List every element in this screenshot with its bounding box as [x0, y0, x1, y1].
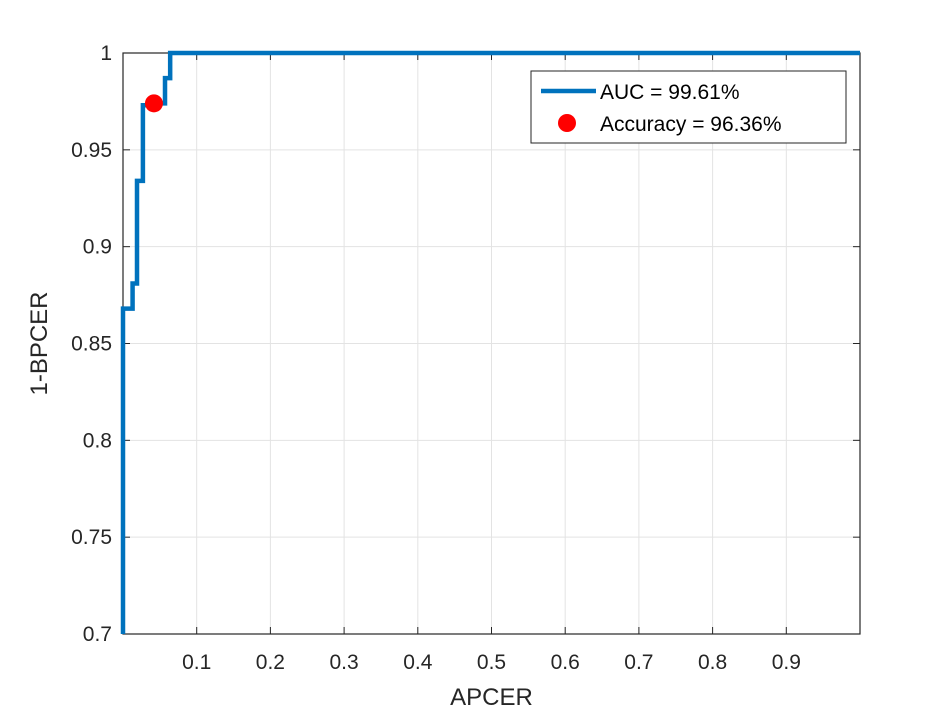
x-axis-title: APCER [450, 684, 533, 711]
x-tick-label: 0.8 [698, 651, 727, 674]
y-tick-label: 0.95 [71, 139, 112, 162]
y-tick-label: 1 [100, 42, 112, 65]
x-axis-ticks: 0.1 0.2 0.3 0.4 0.5 0.6 0.7 0.8 0.9 [182, 53, 801, 674]
legend: AUC = 99.61% Accuracy = 96.36% [530, 70, 847, 144]
accuracy-point [144, 94, 163, 113]
y-axis-title: 1-BPCER [26, 291, 53, 395]
x-tick-label: 0.9 [772, 651, 801, 674]
x-tick-label: 0.6 [551, 651, 580, 674]
x-tick-label: 0.1 [182, 651, 211, 674]
legend-label-auc: AUC = 99.61% [600, 81, 740, 104]
x-tick-label: 0.4 [403, 651, 433, 674]
grid-lines [123, 53, 860, 634]
roc-curve-line [120, 50, 860, 634]
x-tick-label: 0.7 [624, 651, 653, 674]
legend-box [530, 70, 847, 144]
legend-label-accuracy: Accuracy = 96.36% [600, 113, 782, 136]
y-axis-ticks: 0.7 0.75 0.8 0.85 0.9 0.95 1 [71, 42, 860, 646]
y-tick-label: 0.9 [83, 236, 112, 259]
y-tick-label: 0.75 [71, 526, 112, 549]
series-layer [120, 50, 860, 634]
y-tick-label: 0.8 [83, 429, 112, 452]
y-tick-label: 0.85 [71, 333, 112, 356]
x-tick-label: 0.5 [477, 651, 506, 674]
legend-point-swatch [558, 114, 576, 132]
x-tick-label: 0.2 [256, 651, 285, 674]
x-tick-label: 0.3 [329, 651, 358, 674]
y-tick-label: 0.7 [83, 623, 112, 646]
